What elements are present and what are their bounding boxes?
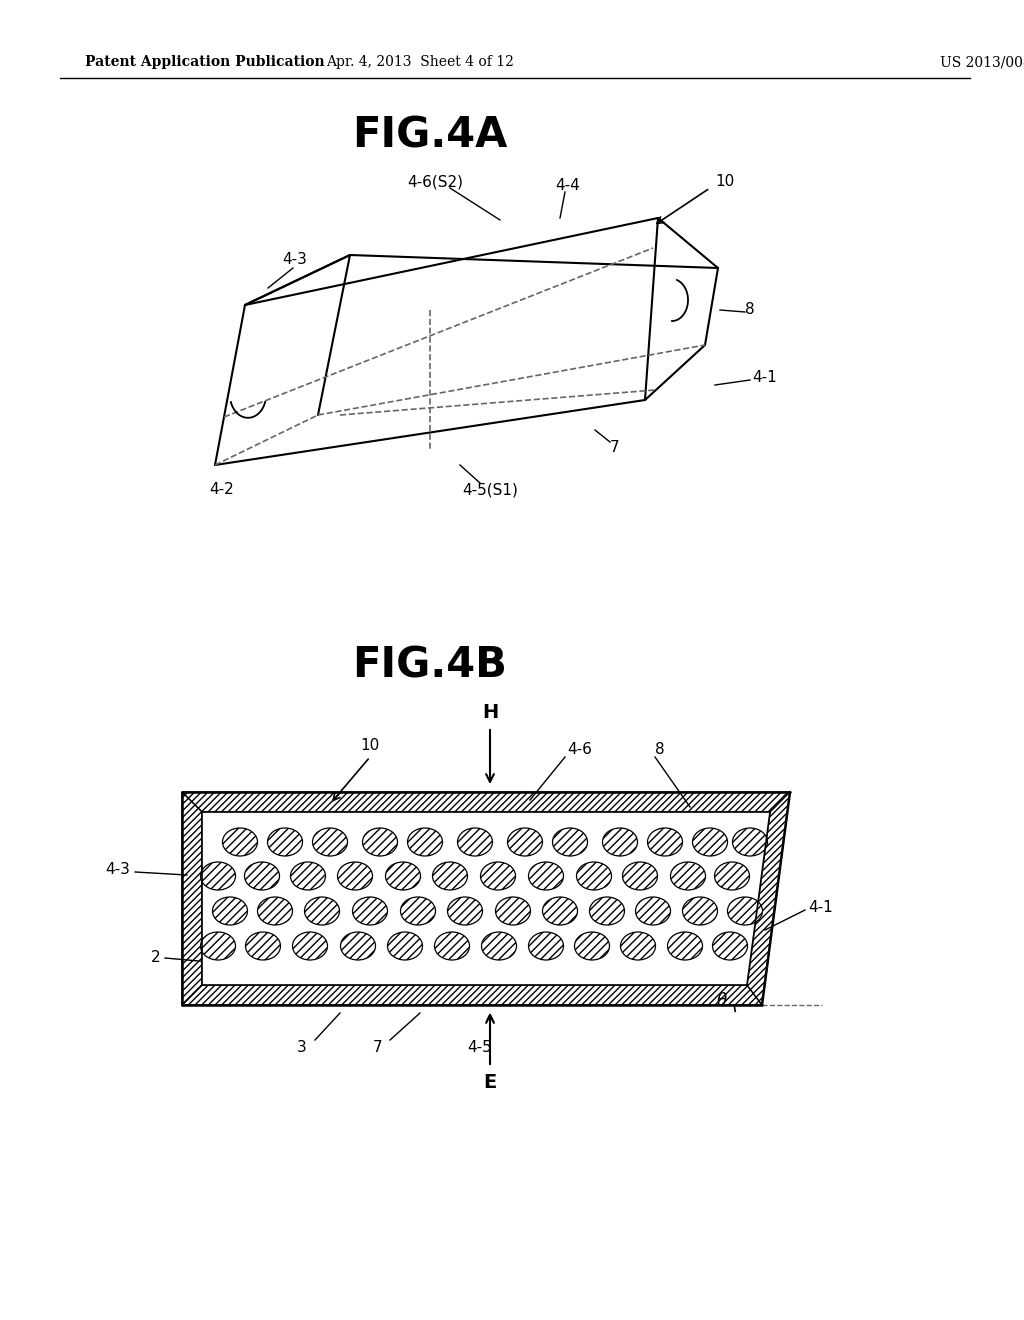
Ellipse shape <box>267 828 302 855</box>
Ellipse shape <box>668 932 702 960</box>
Polygon shape <box>746 792 790 1005</box>
Ellipse shape <box>201 932 236 960</box>
Text: Patent Application Publication: Patent Application Publication <box>85 55 325 69</box>
Text: Apr. 4, 2013  Sheet 4 of 12: Apr. 4, 2013 Sheet 4 of 12 <box>326 55 514 69</box>
Ellipse shape <box>387 932 423 960</box>
Text: FIG.4A: FIG.4A <box>352 115 508 157</box>
Ellipse shape <box>713 932 748 960</box>
Ellipse shape <box>590 898 625 925</box>
Text: 10: 10 <box>360 738 380 752</box>
Text: 3: 3 <box>297 1040 307 1055</box>
Text: 2: 2 <box>151 950 160 965</box>
Ellipse shape <box>201 862 236 890</box>
Ellipse shape <box>727 898 763 925</box>
Ellipse shape <box>222 828 257 855</box>
Ellipse shape <box>602 828 638 855</box>
Polygon shape <box>182 792 790 812</box>
Ellipse shape <box>647 828 683 855</box>
Text: 4-2: 4-2 <box>210 483 234 498</box>
Ellipse shape <box>447 898 482 925</box>
Ellipse shape <box>577 862 611 890</box>
Ellipse shape <box>574 932 609 960</box>
Text: 7: 7 <box>610 441 620 455</box>
Text: 4-5: 4-5 <box>468 1040 493 1055</box>
Ellipse shape <box>304 898 340 925</box>
Text: 4-6(S2): 4-6(S2) <box>407 174 463 190</box>
Text: 4-1: 4-1 <box>808 900 833 916</box>
Text: 8: 8 <box>745 302 755 318</box>
Ellipse shape <box>213 898 248 925</box>
Ellipse shape <box>432 862 468 890</box>
Text: US 2013/0083296 A1: US 2013/0083296 A1 <box>940 55 1024 69</box>
Ellipse shape <box>692 828 727 855</box>
Text: 4-3: 4-3 <box>105 862 130 878</box>
Ellipse shape <box>623 862 657 890</box>
Polygon shape <box>202 812 770 985</box>
Text: 8: 8 <box>655 742 665 758</box>
Ellipse shape <box>458 828 493 855</box>
Text: 4-6: 4-6 <box>567 742 593 758</box>
Text: E: E <box>483 1073 497 1093</box>
Polygon shape <box>182 985 762 1005</box>
Text: H: H <box>482 702 498 722</box>
Ellipse shape <box>715 862 750 890</box>
Text: 4-1: 4-1 <box>752 371 777 385</box>
Ellipse shape <box>293 932 328 960</box>
Ellipse shape <box>496 898 530 925</box>
Ellipse shape <box>480 862 515 890</box>
Ellipse shape <box>400 898 435 925</box>
Ellipse shape <box>481 932 516 960</box>
Ellipse shape <box>528 932 563 960</box>
Text: 10: 10 <box>715 174 734 190</box>
Ellipse shape <box>246 932 281 960</box>
Text: 7: 7 <box>373 1040 383 1055</box>
Ellipse shape <box>621 932 655 960</box>
Ellipse shape <box>385 862 421 890</box>
Ellipse shape <box>338 862 373 890</box>
Ellipse shape <box>434 932 469 960</box>
Ellipse shape <box>528 862 563 890</box>
Ellipse shape <box>257 898 293 925</box>
Ellipse shape <box>341 932 376 960</box>
Ellipse shape <box>408 828 442 855</box>
Ellipse shape <box>671 862 706 890</box>
Text: FIG.4B: FIG.4B <box>352 645 508 686</box>
Ellipse shape <box>312 828 347 855</box>
Ellipse shape <box>553 828 588 855</box>
Ellipse shape <box>683 898 718 925</box>
Ellipse shape <box>352 898 387 925</box>
Text: 4-5(S1): 4-5(S1) <box>462 483 518 498</box>
Ellipse shape <box>508 828 543 855</box>
Ellipse shape <box>732 828 768 855</box>
Text: 4-4: 4-4 <box>555 177 580 193</box>
Text: 4-3: 4-3 <box>283 252 307 268</box>
Ellipse shape <box>543 898 578 925</box>
Ellipse shape <box>362 828 397 855</box>
Ellipse shape <box>245 862 280 890</box>
Text: $\theta$: $\theta$ <box>716 993 728 1010</box>
Ellipse shape <box>291 862 326 890</box>
Ellipse shape <box>636 898 671 925</box>
Polygon shape <box>182 792 202 1005</box>
